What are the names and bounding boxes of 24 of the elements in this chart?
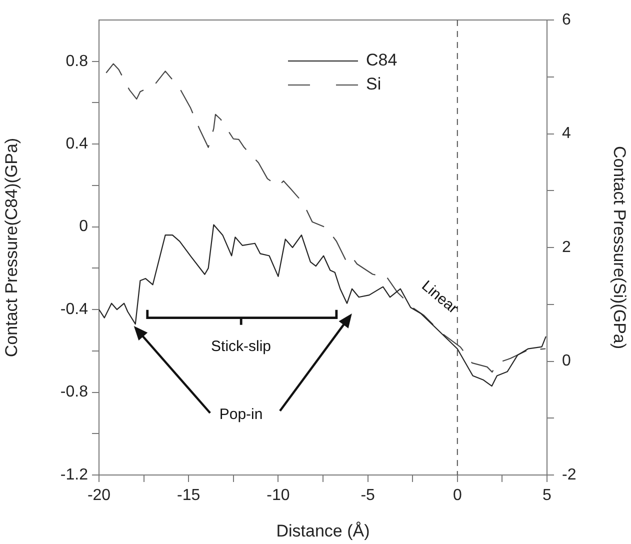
y2-axis-title: Contact Pressure(Si)(GPa) (610, 146, 630, 350)
x-tick-label: -20 (87, 487, 111, 504)
y2-tick-label: 0 (562, 352, 571, 370)
y-axis-title: Contact Pressure(C84)(GPa) (2, 138, 21, 358)
y2-tick-label: 2 (562, 238, 571, 256)
x-tick-label: -5 (360, 487, 376, 504)
y-tick-label: 0 (79, 218, 88, 236)
y-tick-label: 0.4 (66, 135, 88, 152)
legend-label: C84 (366, 50, 398, 70)
y-tick-label: -0.8 (60, 384, 88, 401)
x-tick-label: 0 (452, 487, 462, 504)
y-tick-label: -0.4 (60, 300, 88, 318)
legend-label: Si (366, 74, 382, 94)
y-tick-label: -1.2 (60, 466, 88, 484)
annotation: Stick-slip (211, 338, 272, 355)
annotation: Pop-in (219, 406, 263, 424)
x-tick-label: 5 (542, 487, 552, 504)
x-tick-label: -10 (266, 487, 290, 504)
x-axis-title: Distance (Å) (276, 521, 370, 540)
y2-tick-label: 4 (562, 125, 571, 142)
x-tick-label: -15 (177, 487, 200, 504)
y2-tick-label: -2 (562, 466, 576, 484)
y-tick-label: 0.8 (66, 52, 88, 70)
y2-tick-label: 6 (562, 11, 571, 28)
